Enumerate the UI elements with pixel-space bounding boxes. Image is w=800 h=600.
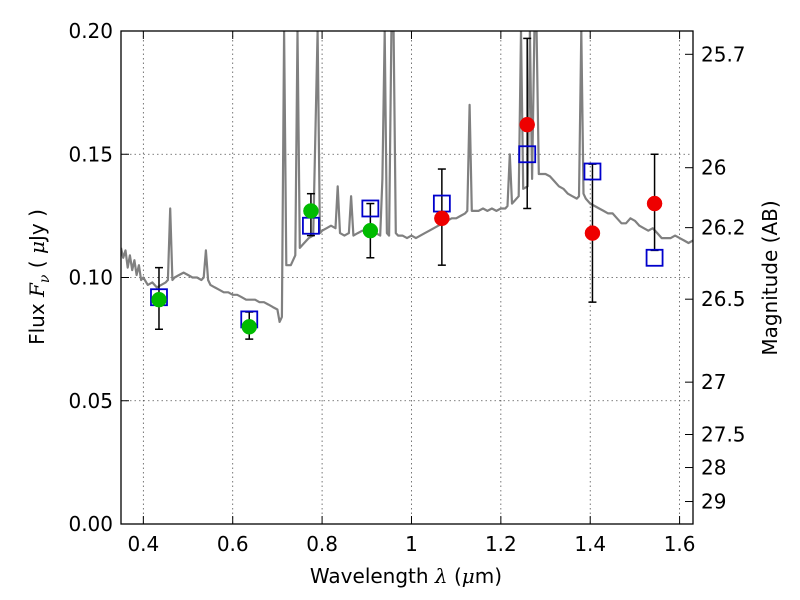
observed-green-marker	[241, 319, 258, 335]
mag-tick-label: 26.2	[701, 216, 746, 240]
mag-tick-label: 27	[701, 370, 726, 394]
right-axis-title: Magnitude (AB)	[758, 200, 782, 355]
model-square-marker	[583, 162, 602, 181]
x-tick-label: 1.2	[485, 532, 517, 556]
y-tick-label: 0.05	[68, 389, 113, 413]
mag-tick-label: 25.7	[701, 42, 746, 66]
mag-tick-label: 29	[701, 490, 726, 514]
y-axis-title: Flux Fν ( μJy )	[25, 209, 53, 345]
mag-tick-label: 28	[701, 456, 726, 480]
observed-red-marker	[519, 116, 535, 133]
marker-layer	[150, 116, 664, 335]
model-square-marker	[645, 248, 664, 267]
x-axis-title: Wavelength λ (μm)	[310, 564, 502, 588]
observed-green-marker	[362, 222, 379, 239]
y-tick-label: 0.00	[68, 512, 113, 536]
observed-green-marker	[303, 203, 319, 219]
spectrum-layer	[121, 31, 693, 323]
tick-layer: 0.4 0.6 0.8 1 1.2 1.4 1.6 0.00 0.05 0.10 0.15 0.20 2…	[68, 19, 745, 556]
x-tick-label: 0.8	[306, 532, 338, 556]
grid-lines	[121, 30, 693, 525]
y-tick-label: 0.10	[68, 266, 113, 290]
model-square-marker	[518, 145, 537, 164]
mag-tick-label: 26.5	[701, 287, 746, 311]
x-tick-label: 0.6	[217, 532, 249, 556]
mag-tick-label: 26	[701, 156, 726, 180]
x-tick-label: 1.4	[574, 532, 606, 556]
x-tick-label: 1.6	[664, 532, 696, 556]
mag-tick-label: 27.5	[701, 423, 746, 447]
y-tick-label: 0.20	[68, 19, 113, 43]
y-tick-label: 0.15	[68, 142, 113, 166]
spectrum-line	[121, 31, 693, 323]
x-tick-label: 0.4	[127, 532, 159, 556]
model-square-marker	[361, 199, 380, 218]
observed-green-marker	[151, 291, 167, 308]
x-tick-label: 1	[405, 532, 418, 556]
observed-red-marker	[584, 225, 601, 241]
observed-red-marker	[434, 210, 450, 227]
observed-red-marker	[646, 195, 663, 212]
